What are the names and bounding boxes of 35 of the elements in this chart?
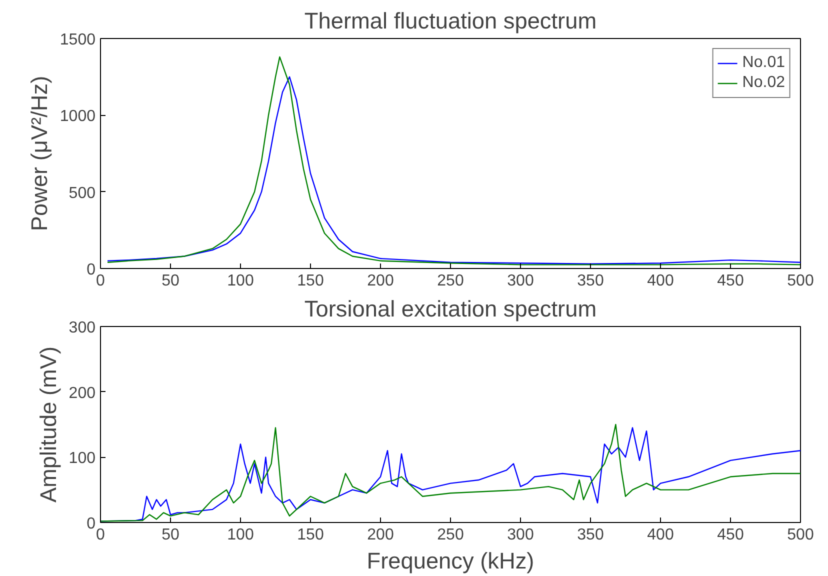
y-tick-label: 300 — [68, 320, 96, 336]
chart-title: Torsional excitation spectrum — [304, 296, 597, 322]
x-tick-label: 350 — [577, 526, 604, 544]
x-tick-label: 250 — [437, 272, 464, 290]
x-tick-label: 200 — [367, 526, 394, 544]
x-tick-label: 450 — [717, 526, 744, 544]
x-tick-label: 300 — [507, 526, 534, 544]
x-tick-label: 150 — [297, 272, 324, 290]
y-axis-title: Amplitude (mV) — [34, 346, 61, 503]
x-tick-label: 50 — [162, 272, 180, 290]
chart-title: Thermal fluctuation spectrum — [304, 8, 597, 34]
x-tick-label: 500 — [787, 272, 814, 290]
x-tick-label: 450 — [717, 272, 744, 290]
x-tick-label: 50 — [162, 526, 180, 544]
legend-label: No.01 — [742, 54, 785, 72]
y-tick-label: 0 — [86, 516, 96, 532]
y-tick-label: 0 — [86, 262, 96, 278]
y-tick-label: 200 — [68, 384, 96, 402]
y-tick-label: 500 — [68, 184, 96, 202]
legend-label: No.02 — [742, 74, 785, 92]
y-tick-label: 1000 — [60, 108, 96, 126]
x-tick-label: 200 — [367, 272, 394, 290]
x-tick-label: 250 — [437, 526, 464, 544]
y-tick-label: 100 — [68, 450, 96, 468]
x-tick-label: 500 — [787, 526, 814, 544]
x-tick-label: 100 — [227, 526, 254, 544]
x-tick-label: 350 — [577, 272, 604, 290]
y-axis-title: Power (μV²/Hz) — [26, 76, 52, 232]
x-tick-label: 400 — [647, 272, 674, 290]
x-tick-label: 150 — [297, 526, 324, 544]
x-tick-label: 400 — [647, 526, 674, 544]
x-tick-label: 300 — [507, 272, 534, 290]
x-axis-title: Frequency (kHz) — [366, 548, 534, 574]
x-tick-label: 100 — [227, 272, 254, 290]
y-tick-label: 1500 — [60, 32, 96, 48]
